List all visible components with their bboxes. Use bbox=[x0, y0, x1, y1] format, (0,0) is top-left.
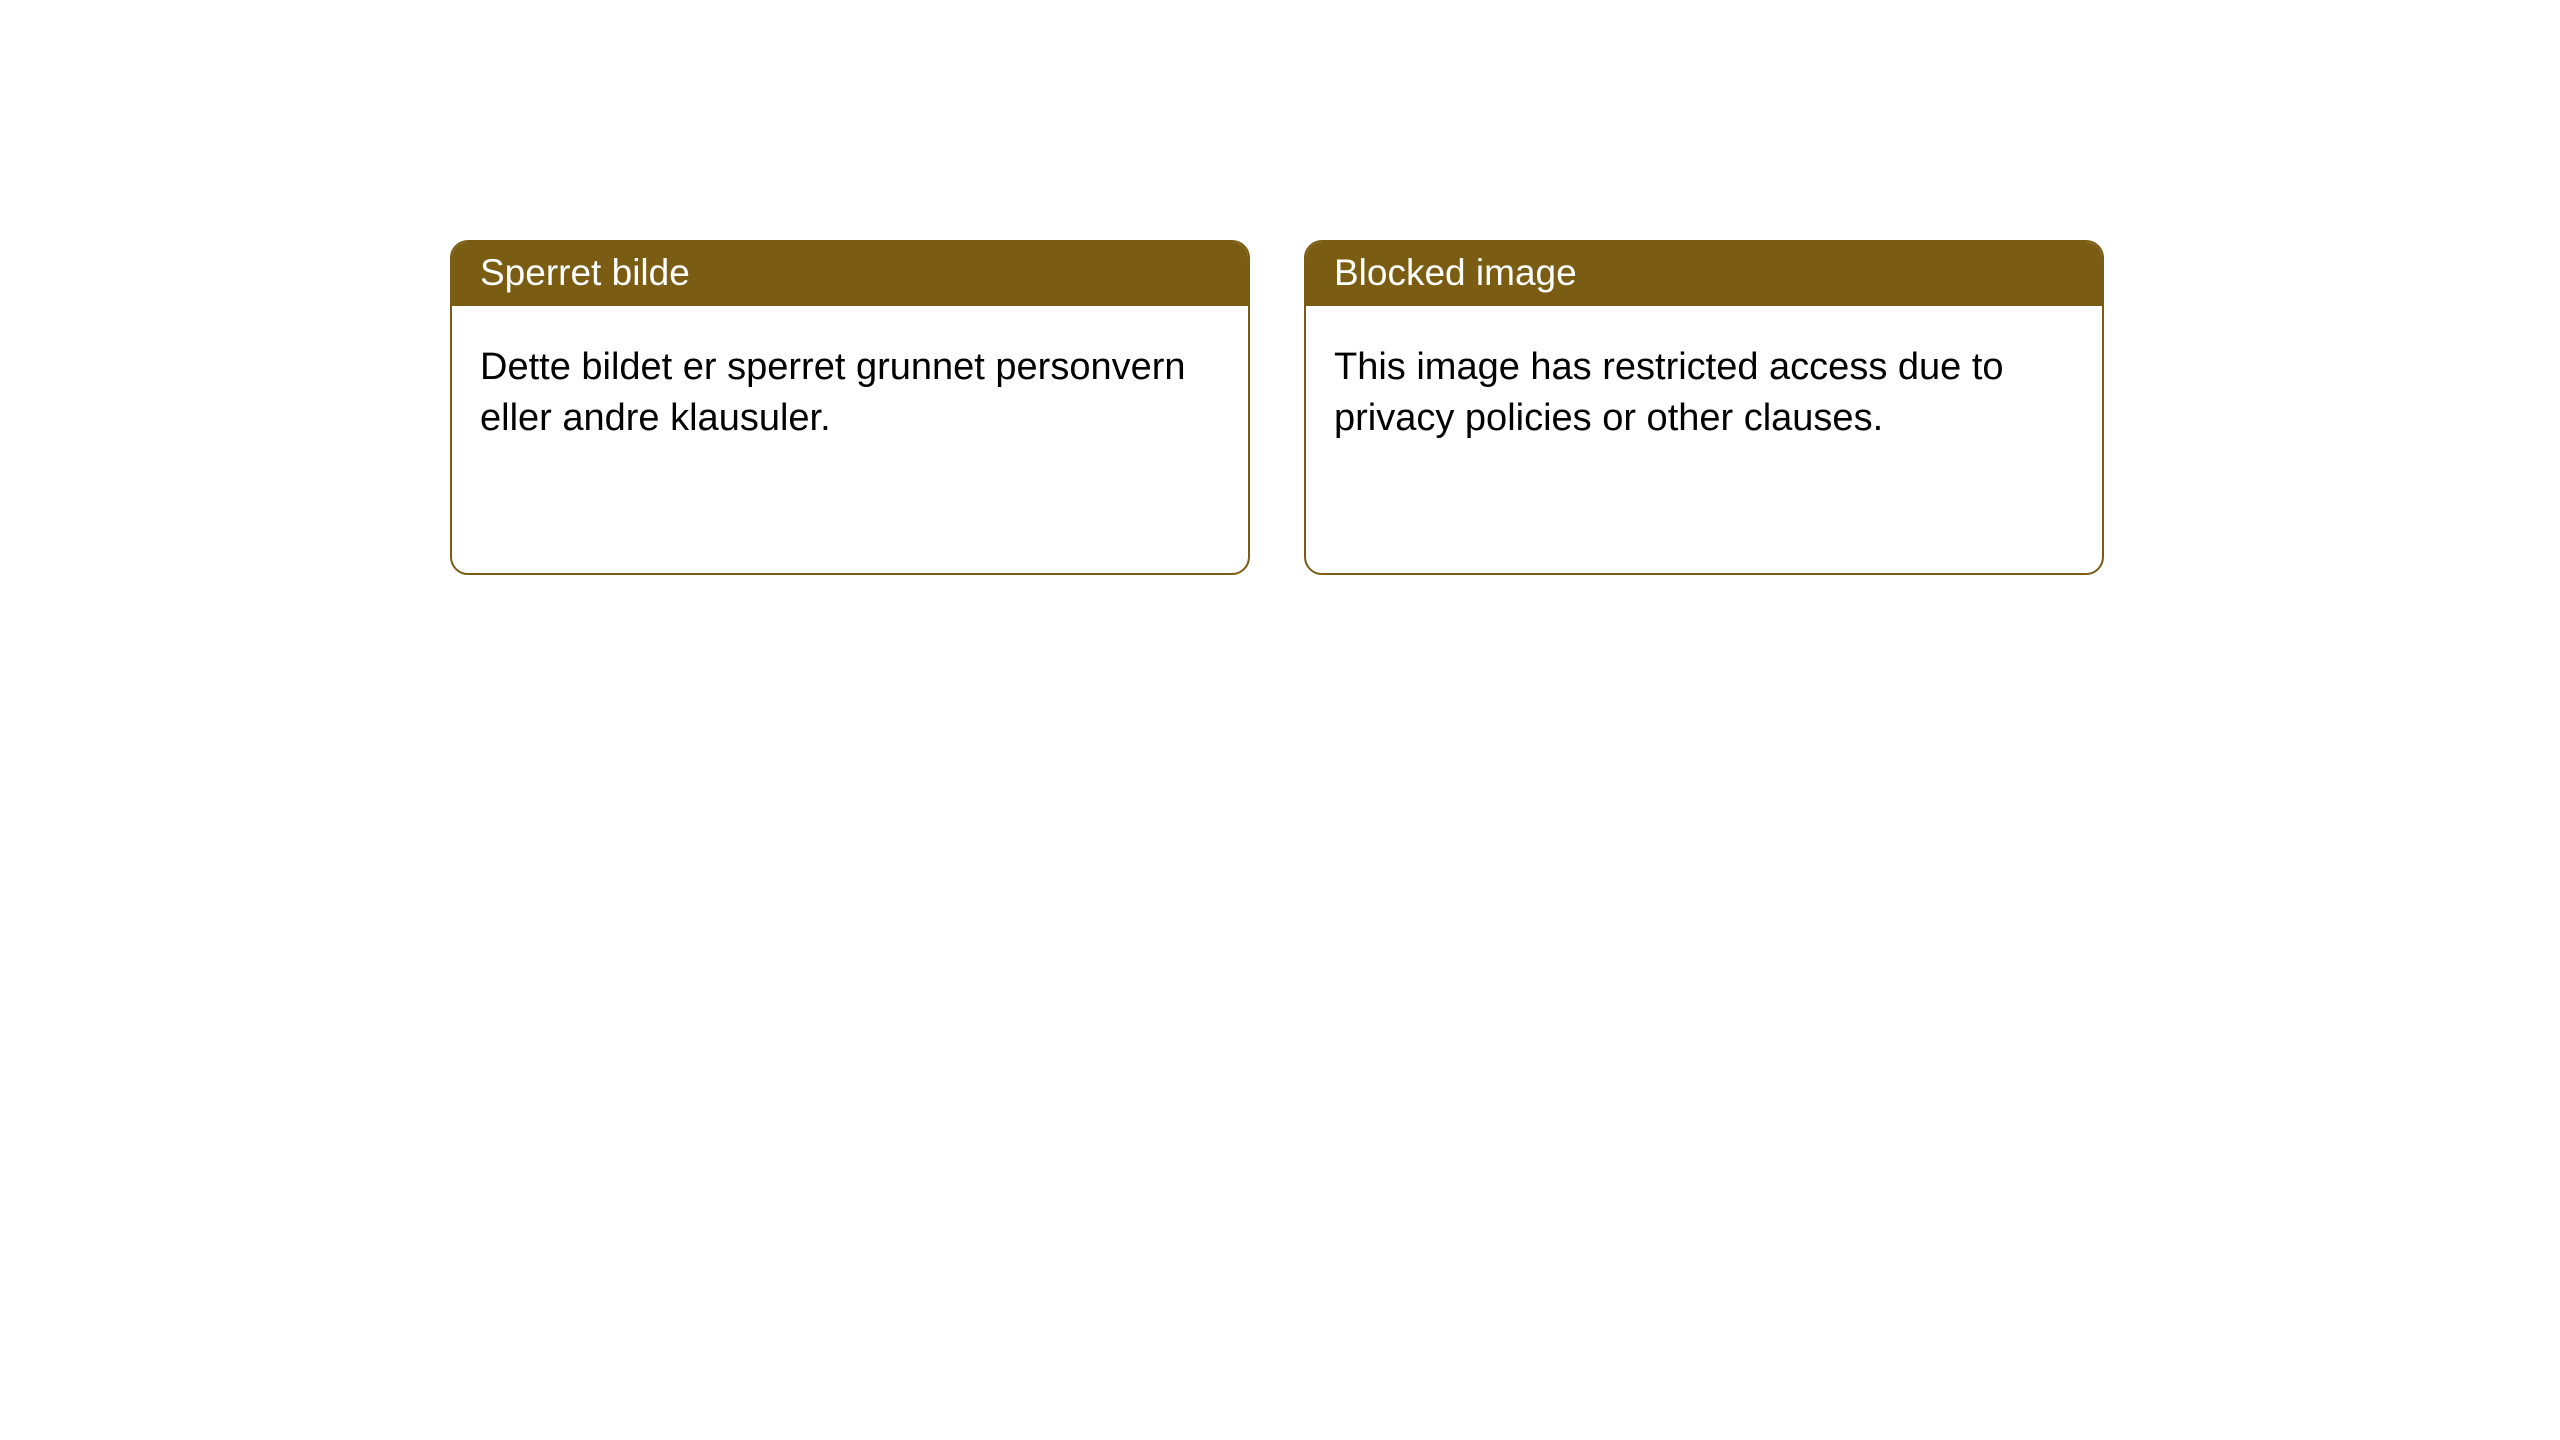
notice-container: Sperret bilde Dette bildet er sperret gr… bbox=[0, 0, 2560, 575]
notice-card-en: Blocked image This image has restricted … bbox=[1304, 240, 2104, 575]
notice-header-no: Sperret bilde bbox=[452, 242, 1248, 306]
notice-card-no: Sperret bilde Dette bildet er sperret gr… bbox=[450, 240, 1250, 575]
notice-body-no: Dette bildet er sperret grunnet personve… bbox=[452, 306, 1248, 473]
notice-body-en: This image has restricted access due to … bbox=[1306, 306, 2102, 473]
notice-header-en: Blocked image bbox=[1306, 242, 2102, 306]
